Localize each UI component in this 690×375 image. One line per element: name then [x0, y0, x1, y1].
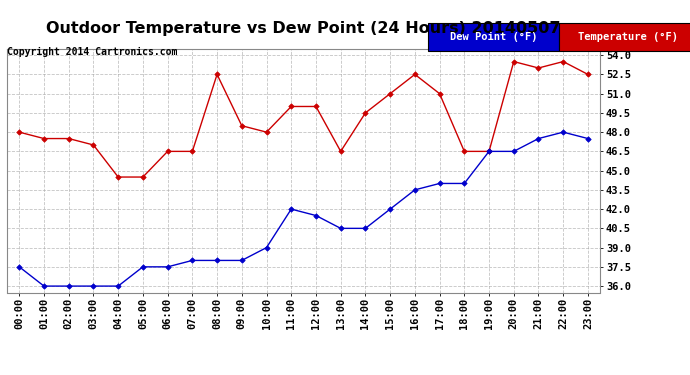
Text: Copyright 2014 Cartronics.com: Copyright 2014 Cartronics.com	[7, 47, 177, 57]
Text: Dew Point (°F): Dew Point (°F)	[450, 32, 537, 42]
Text: Outdoor Temperature vs Dew Point (24 Hours) 20140507: Outdoor Temperature vs Dew Point (24 Hou…	[46, 21, 561, 36]
Text: Temperature (°F): Temperature (°F)	[578, 32, 678, 42]
